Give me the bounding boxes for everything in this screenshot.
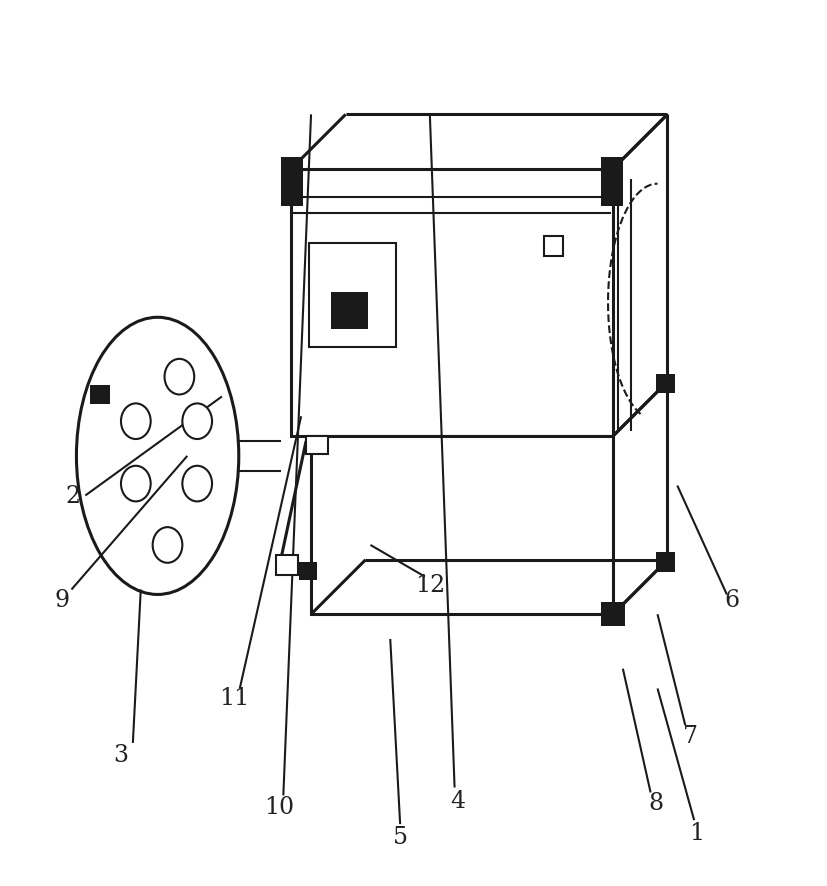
Text: 6: 6 [724, 588, 739, 611]
Text: 1: 1 [689, 820, 704, 843]
Bar [306, 437, 327, 455]
Text: 12: 12 [414, 573, 444, 596]
Text: 3: 3 [113, 743, 128, 766]
Bar [276, 556, 298, 575]
Ellipse shape [121, 404, 151, 439]
Ellipse shape [182, 404, 212, 439]
Text: 4: 4 [449, 789, 465, 812]
Text: 5: 5 [392, 826, 407, 849]
Bar [291, 169, 612, 437]
Text: 11: 11 [218, 686, 249, 709]
Ellipse shape [182, 466, 212, 501]
Text: 9: 9 [54, 588, 69, 611]
Bar [299, 562, 317, 580]
Text: 2: 2 [66, 485, 81, 508]
Bar [600, 602, 624, 626]
Bar [600, 158, 622, 207]
Bar [655, 552, 675, 572]
Bar [90, 385, 110, 405]
Bar [331, 292, 368, 330]
Bar [543, 237, 563, 257]
Bar [311, 437, 612, 615]
Bar [281, 158, 303, 207]
Ellipse shape [121, 466, 151, 501]
Bar [308, 244, 395, 347]
Ellipse shape [152, 527, 182, 563]
Text: 10: 10 [264, 795, 294, 818]
Ellipse shape [76, 318, 238, 595]
Bar [655, 374, 675, 394]
Ellipse shape [165, 360, 194, 395]
Text: 8: 8 [648, 791, 662, 814]
Text: 7: 7 [682, 724, 697, 747]
